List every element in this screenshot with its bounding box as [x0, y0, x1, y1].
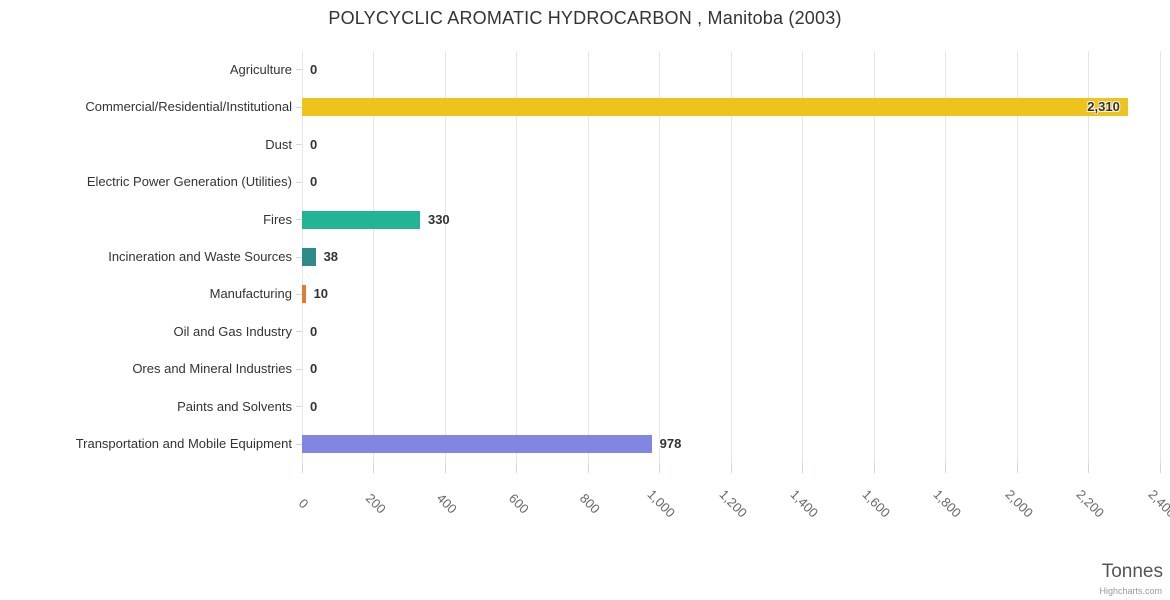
category-label: Ores and Mineral Industries	[132, 361, 292, 377]
x-axis-tick-label-text: 1,400	[787, 486, 822, 520]
x-axis-tick	[873, 463, 875, 473]
x-axis-tick-label-text: 2,000	[1002, 486, 1036, 520]
category-label: Manufacturing	[209, 286, 292, 302]
category-label: Transportation and Mobile Equipment	[75, 436, 292, 452]
x-axis-tick-label-text: 1,600	[859, 486, 893, 520]
x-axis-tick	[587, 463, 589, 473]
bar-value-label: 0	[310, 174, 318, 190]
category-axis-tick	[296, 144, 302, 146]
category-axis-tick	[296, 181, 302, 183]
x-axis-tick-label-text: 2,200	[1073, 486, 1108, 520]
grid-line	[1088, 51, 1089, 463]
grid-line	[730, 51, 732, 463]
x-axis-tick	[659, 463, 660, 473]
bar-value-label: 0	[310, 323, 318, 339]
category-axis-tick	[296, 368, 302, 370]
grid-line	[802, 51, 803, 463]
grid-line	[373, 51, 374, 463]
x-axis-title: Tonnes	[1101, 561, 1163, 582]
category-axis-tick	[296, 256, 302, 258]
category-axis-tick	[296, 406, 302, 408]
grid-line	[1016, 51, 1018, 463]
bar[interactable]	[302, 248, 316, 266]
category-axis-tick	[296, 293, 302, 295]
category-axis-tick	[296, 331, 302, 333]
grid-line	[873, 51, 875, 463]
grid-line	[516, 51, 517, 463]
grid-line	[587, 51, 589, 463]
category-label: Agriculture	[229, 61, 292, 77]
grid-line	[444, 51, 446, 463]
x-axis-tick	[730, 463, 732, 473]
x-axis-tick	[301, 463, 303, 473]
bar[interactable]	[302, 285, 306, 304]
x-axis-tick	[373, 463, 374, 473]
x-axis-tick	[516, 463, 517, 473]
bar-value-label: 0	[310, 398, 318, 414]
bar-value-label: 978	[659, 436, 682, 452]
category-label: Dust	[265, 136, 292, 152]
grid-line	[1159, 51, 1161, 463]
x-axis-tick-label-text: 0	[296, 495, 312, 511]
category-label: Electric Power Generation (Utilities)	[86, 174, 292, 190]
category-label: Incineration and Waste Sources	[108, 249, 292, 264]
category-axis-tick	[296, 69, 302, 71]
x-axis-tick-label-text: 200	[362, 490, 389, 516]
x-axis-tick-label-text: 800	[577, 490, 603, 516]
x-axis-tick	[802, 463, 803, 473]
x-axis-tick-label-text: 2,400	[1145, 486, 1170, 520]
chart-title: POLYCYCLIC AROMATIC HYDROCARBON , Manito…	[328, 8, 842, 28]
bar-value-label: 0	[310, 136, 318, 152]
x-axis-tick-label-text: 1,000	[644, 486, 679, 520]
x-axis-tick-label-text: 1,800	[930, 486, 965, 520]
category-label: Fires	[263, 211, 292, 227]
bar-value-label: 2,310	[1087, 99, 1120, 115]
category-label: Oil and Gas Industry	[173, 323, 293, 339]
category-axis-tick	[296, 219, 302, 221]
grid-line	[945, 51, 946, 463]
x-axis-tick	[1088, 463, 1089, 473]
x-axis-tick	[945, 463, 946, 473]
x-axis-tick-label-text: 400	[434, 490, 460, 516]
x-axis-tick	[444, 463, 446, 473]
x-axis-tick	[1159, 463, 1161, 473]
x-axis-tick	[1016, 463, 1018, 473]
x-axis-tick-label-text: 1,200	[716, 486, 750, 520]
bar-value-label: 38	[323, 249, 339, 264]
category-axis-tick	[296, 443, 302, 445]
x-axis-tick-label-text: 600	[505, 490, 532, 516]
bar[interactable]	[302, 98, 1128, 117]
category-axis-tick	[296, 106, 302, 108]
bar[interactable]	[302, 435, 652, 454]
bar-value-label: 330	[427, 211, 450, 227]
bar[interactable]	[302, 210, 420, 229]
bar-value-label: 10	[313, 286, 329, 302]
category-label: Paints and Solvents	[177, 398, 292, 414]
bar-value-label: 0	[310, 361, 318, 377]
bar-value-label: 0	[310, 61, 318, 77]
category-label: Commercial/Residential/Institutional	[85, 99, 292, 115]
highcharts-credit-link[interactable]: Highcharts.com	[1099, 586, 1162, 596]
grid-line	[659, 51, 660, 463]
